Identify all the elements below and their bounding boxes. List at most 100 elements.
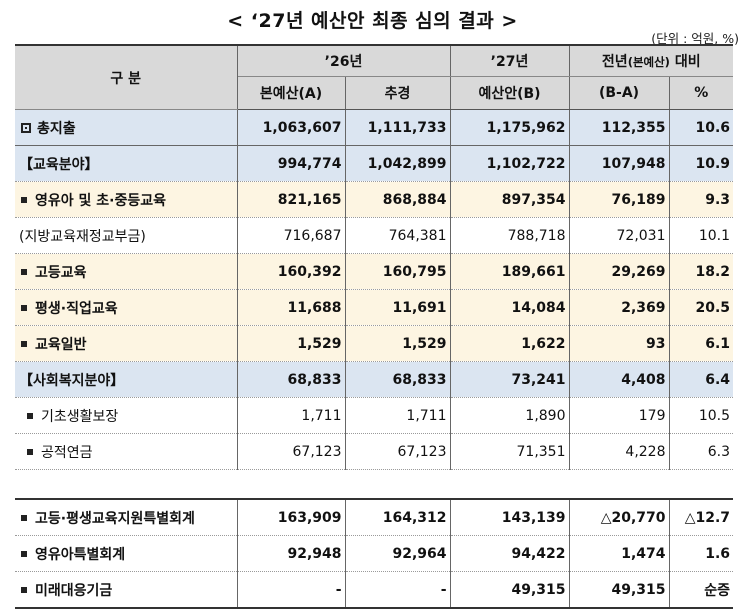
row-label: 고등·평생교육지원특별회계 [35, 510, 195, 527]
spacer-cell [15, 469, 237, 500]
cell-base: 68,833 [237, 361, 346, 398]
cell-proposal: 1,175,962 [450, 109, 570, 146]
header-category: 구 분 [15, 45, 238, 110]
cell-pct: 10.1 [669, 217, 734, 254]
row-label: 【교육분야】 [19, 156, 99, 173]
row-label: 평생·직업교육 [35, 300, 118, 317]
cell-proposal: 189,661 [450, 253, 570, 290]
bullet-icon [21, 340, 27, 347]
bullet-icon [27, 448, 33, 455]
table-row: 영유아 및 초·중등교육 821,165 868,884 897,354 76,189 9… [15, 181, 734, 218]
cell-supp: 67,123 [345, 433, 451, 470]
spacer-cell [450, 469, 569, 500]
row-label-cell: 고등교육 [15, 253, 238, 290]
row-label-cell: 【사회복지분야】 [15, 361, 238, 398]
bullet-icon [27, 412, 33, 419]
bullet-icon [21, 586, 27, 593]
table-row: 평생·직업교육 11,688 11,691 14,084 2,369 20.5 [15, 289, 734, 326]
cell-supp: 868,884 [345, 181, 451, 218]
cell-proposal: 897,354 [450, 181, 570, 218]
cell-supp: 68,833 [345, 361, 451, 398]
cell-diff: 93 [569, 325, 670, 362]
row-label-cell: 총지출 [15, 109, 238, 146]
table-row: 【교육분야】 994,774 1,042,899 1,102,722 107,948 10… [15, 145, 734, 182]
spacer-row [15, 469, 734, 500]
cell-proposal: 73,241 [450, 361, 570, 398]
row-label: 미래대응기금 [35, 582, 113, 599]
cell-diff: 179 [569, 397, 670, 434]
cell-diff: 4,408 [569, 361, 670, 398]
table-row: 기초생활보장 1,711 1,711 1,890 179 10.5 [15, 397, 734, 434]
cell-base: 92,948 [237, 535, 346, 572]
row-label: 영유아 및 초·중등교육 [35, 192, 166, 209]
cell-proposal: 143,139 [450, 499, 570, 536]
cell-diff: 4,228 [569, 433, 670, 470]
bullet-icon [21, 196, 27, 203]
cell-supp: 11,691 [345, 289, 451, 326]
cell-base: 1,529 [237, 325, 346, 362]
header-2027: ’27년 [450, 45, 570, 77]
row-label: 교육일반 [35, 336, 87, 353]
row-label: 공적연금 [41, 444, 93, 461]
header-diff: 전년(본예산) 대비 [569, 45, 734, 77]
cell-proposal: 1,890 [450, 397, 570, 434]
header-2026: ’26년 [237, 45, 451, 77]
header-diff-value: (B-A) [569, 76, 670, 110]
row-label-cell: 고등·평생교육지원특별회계 [15, 499, 238, 536]
square-bullet-icon [21, 123, 31, 133]
cell-base: - [237, 571, 346, 609]
budget-table: 구 분 ’26년 ’27년 전년(본예산) 대비 본예산(A) 추경 예산안(B… [15, 44, 734, 609]
cell-pct: 순증 [669, 571, 734, 609]
cell-diff: 1,474 [569, 535, 670, 572]
cell-pct: 6.4 [669, 361, 734, 398]
cell-supp: - [345, 571, 451, 609]
row-label: 영유아특별회계 [35, 546, 126, 563]
cell-supp: 1,529 [345, 325, 451, 362]
cell-supp: 1,711 [345, 397, 451, 434]
cell-diff: 49,315 [569, 571, 670, 609]
header-base: 본예산(A) [237, 76, 346, 110]
cell-supp: 160,795 [345, 253, 451, 290]
table-row: 【사회복지분야】 68,833 68,833 73,241 4,408 6.4 [15, 361, 734, 398]
bullet-icon [21, 550, 27, 557]
cell-supp: 92,964 [345, 535, 451, 572]
cell-supp: 1,042,899 [345, 145, 451, 182]
table-row: 미래대응기금 - -49,315 49,315 순증 [15, 571, 734, 609]
cell-pct: 10.5 [669, 397, 734, 434]
cell-base: 1,063,607 [237, 109, 346, 146]
unit-note: (단위 : 억원, %) [651, 31, 739, 46]
spacer-cell [669, 469, 734, 500]
cell-base: 1,711 [237, 397, 346, 434]
cell-pct: 10.9 [669, 145, 734, 182]
cell-pct: 18.2 [669, 253, 734, 290]
cell-proposal: 788,718 [450, 217, 570, 254]
row-label: 【사회복지분야】 [19, 372, 125, 389]
cell-base: 163,909 [237, 499, 346, 536]
cell-diff: 72,031 [569, 217, 670, 254]
cell-base: 160,392 [237, 253, 346, 290]
cell-proposal: 1,102,722 [450, 145, 570, 182]
cell-diff: 107,948 [569, 145, 670, 182]
spacer-cell [237, 469, 345, 500]
table-row: 교육일반 1,529 1,529 1,622 93 6.1 [15, 325, 734, 362]
row-label: (지방교육재정교부금) [19, 228, 146, 245]
row-label-cell: 영유아 및 초·중등교육 [15, 181, 238, 218]
cell-base: 716,687 [237, 217, 346, 254]
cell-proposal: 49,315 [450, 571, 570, 609]
row-label: 총지출 [37, 120, 76, 137]
table-row: 고등교육 160,392 160,795 189,661 29,269 18.2 [15, 253, 734, 290]
cell-proposal: 1,622 [450, 325, 570, 362]
row-label-cell: 영유아특별회계 [15, 535, 238, 572]
cell-base: 11,688 [237, 289, 346, 326]
spacer-cell [345, 469, 450, 500]
header-proposal: 예산안(B) [450, 76, 570, 110]
cell-proposal: 14,084 [450, 289, 570, 326]
cell-pct: △12.7 [669, 499, 734, 536]
row-label-cell: 교육일반 [15, 325, 238, 362]
table-row: 공적연금 67,123 67,123 71,351 4,228 6.3 [15, 433, 734, 470]
row-label-cell: 평생·직업교육 [15, 289, 238, 326]
page-title: < ‘27년 예산안 최종 심의 결과 > [227, 10, 518, 32]
table-row: (지방교육재정교부금) 716,687 764,381 788,718 72,031 10… [15, 217, 734, 254]
row-label: 고등교육 [35, 264, 87, 281]
row-label-cell: 미래대응기금 [15, 571, 238, 609]
